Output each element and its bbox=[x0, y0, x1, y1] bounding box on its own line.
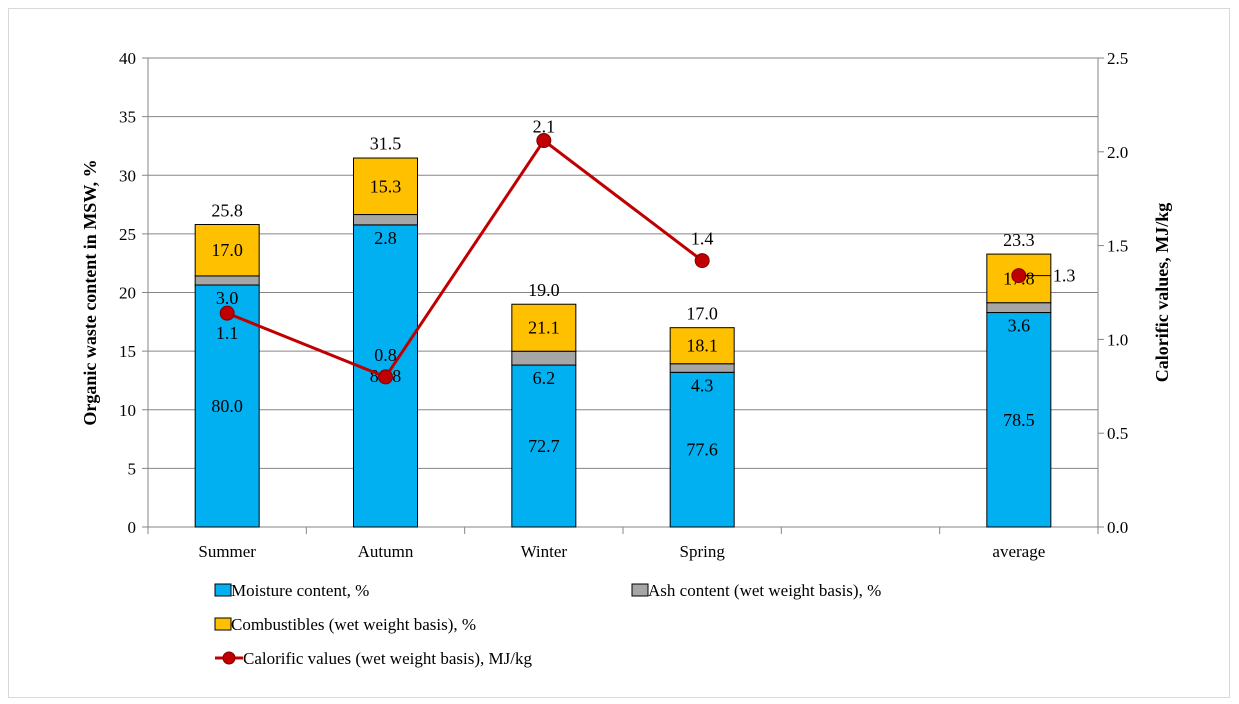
left-tick-label: 15 bbox=[119, 342, 136, 361]
legend-label: Moisture content, % bbox=[231, 581, 369, 600]
right-tick-label: 2.0 bbox=[1107, 143, 1128, 162]
combustibles-data-label: 15.3 bbox=[370, 176, 402, 196]
bar-segment bbox=[511, 350, 577, 366]
left-tick-label: 10 bbox=[119, 401, 136, 420]
left-tick-label: 40 bbox=[119, 49, 136, 68]
bar-segment bbox=[194, 223, 260, 277]
right-tick-label: 0.0 bbox=[1107, 518, 1128, 537]
moisture-data-label: 77.6 bbox=[686, 440, 718, 460]
left-tick-label: 0 bbox=[128, 518, 137, 537]
right-tick-label: 1.5 bbox=[1107, 237, 1128, 256]
calorific-data-label: 0.8 bbox=[374, 345, 397, 365]
left-tick-label: 5 bbox=[128, 459, 137, 478]
moisture-data-label: 72.7 bbox=[528, 436, 560, 456]
x-tick-label: Spring bbox=[679, 542, 725, 561]
combustibles-data-label: 21.1 bbox=[528, 318, 560, 338]
legend-marker bbox=[222, 651, 236, 665]
calorific-point bbox=[378, 369, 393, 385]
x-tick-label: Summer bbox=[198, 542, 256, 561]
legend-swatch bbox=[214, 583, 232, 597]
calorific-data-label: 1.4 bbox=[691, 229, 714, 249]
calorific-data-label: 1.3 bbox=[1053, 266, 1076, 286]
bar-segment bbox=[194, 275, 260, 286]
legend-label: Combustibles (wet weight basis), % bbox=[231, 615, 476, 634]
ash-data-label: 3.6 bbox=[1008, 316, 1031, 336]
bar-segment bbox=[511, 303, 577, 352]
bar-total-label: 19.0 bbox=[528, 280, 560, 300]
calorific-point bbox=[536, 133, 552, 149]
legend-label: Calorific values (wet weight basis), MJ/… bbox=[243, 649, 532, 668]
left-axis-title: Organic waste content in MSW, % bbox=[80, 159, 100, 425]
ash-data-label: 2.8 bbox=[374, 228, 397, 248]
bar-segment bbox=[194, 284, 260, 528]
calorific-data-label: 1.1 bbox=[216, 323, 239, 343]
left-tick-label: 30 bbox=[119, 166, 136, 185]
bar-total-label: 25.8 bbox=[211, 200, 243, 220]
bar-segment bbox=[353, 214, 418, 226]
calorific-line bbox=[226, 138, 704, 379]
calorific-data-label: 2.1 bbox=[533, 117, 556, 137]
chart-frame bbox=[8, 8, 1230, 698]
bar-segment bbox=[986, 302, 1052, 314]
bar-total-label: 31.5 bbox=[370, 134, 402, 154]
x-tick-label: Autumn bbox=[358, 542, 414, 561]
bar-segment bbox=[353, 157, 418, 216]
right-tick-label: 0.5 bbox=[1107, 424, 1128, 443]
moisture-data-label: 78.5 bbox=[1003, 410, 1035, 430]
ash-data-label: 6.2 bbox=[533, 368, 556, 388]
bar-total-label: 17.0 bbox=[686, 304, 718, 324]
x-tick-label: average bbox=[992, 542, 1045, 561]
ash-data-label: 4.3 bbox=[691, 375, 714, 395]
calorific-point bbox=[219, 305, 235, 321]
legend-swatch bbox=[214, 617, 232, 631]
bar-segment bbox=[669, 327, 735, 365]
bar-segment bbox=[669, 363, 735, 373]
right-tick-label: 2.5 bbox=[1107, 49, 1128, 68]
combustibles-data-label: 17.0 bbox=[211, 240, 243, 260]
legend-label: Ash content (wet weight basis), % bbox=[648, 581, 881, 600]
combustibles-data-label: 18.1 bbox=[686, 336, 718, 356]
calorific-point bbox=[694, 253, 710, 269]
x-tick-label: Winter bbox=[521, 542, 568, 561]
right-axis-title: Calorific values, MJ/kg bbox=[1152, 203, 1172, 382]
legend-swatch bbox=[631, 583, 649, 597]
bar-segment bbox=[669, 371, 735, 528]
right-tick-label: 1.0 bbox=[1107, 330, 1128, 349]
left-tick-label: 25 bbox=[119, 225, 136, 244]
calorific-point bbox=[1011, 268, 1027, 284]
left-tick-label: 20 bbox=[119, 284, 136, 303]
left-tick-label: 35 bbox=[119, 108, 136, 127]
bar-total-label: 23.3 bbox=[1003, 230, 1035, 250]
moisture-data-label: 80.0 bbox=[211, 396, 243, 416]
bar-segment bbox=[511, 364, 577, 528]
ash-data-label: 3.0 bbox=[216, 288, 239, 308]
